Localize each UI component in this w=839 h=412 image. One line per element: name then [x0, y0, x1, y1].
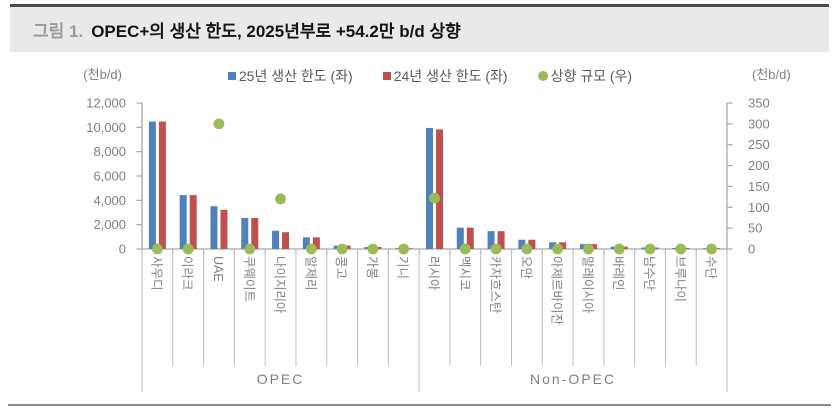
bar-2025-2 — [210, 206, 218, 249]
increase-dot-6 — [336, 243, 348, 255]
figure-title-bar: 그림 1. OPEC+의 생산 한도, 2025년부로 +54.2만 b/d 상… — [10, 4, 829, 52]
increase-dot-2 — [213, 118, 225, 130]
right-axis-tick-label: 250 — [748, 137, 770, 152]
legend-item-2: 상향 규모 (우) — [537, 66, 633, 86]
bar-2025-0 — [148, 121, 156, 249]
category-label-7: 가봉 — [365, 256, 379, 279]
increase-dot-15 — [613, 243, 625, 255]
right-axis-tick-label: 150 — [748, 179, 770, 194]
right-axis-tick-label: 300 — [748, 116, 770, 131]
figure-bottom-rule — [8, 404, 831, 406]
increase-dot-9 — [429, 192, 440, 204]
category-label-11: 카자흐스탄 — [488, 256, 502, 314]
bar-2025-1 — [179, 195, 187, 249]
bar-2025-3 — [241, 217, 249, 249]
bar-2024-0 — [158, 121, 166, 249]
bar-2024-1 — [189, 195, 197, 249]
category-label-8: 기니 — [396, 256, 410, 279]
increase-dot-3 — [244, 243, 256, 255]
bar-2025-12 — [518, 239, 526, 249]
bar-2025-14 — [579, 244, 587, 249]
increase-dot-8 — [398, 243, 410, 255]
legend-item-0: 25년 생산 한도 (좌) — [227, 66, 353, 86]
left-axis-tick-label: 4,000 — [93, 193, 126, 208]
bar-2024-11 — [497, 231, 505, 249]
category-label-17: 브루나이 — [673, 256, 687, 302]
left-axis-tick-label: 0 — [119, 242, 126, 257]
legend-label: 25년 생산 한도 (좌) — [238, 68, 353, 84]
increase-dot-12 — [521, 243, 533, 255]
bar-2024-10 — [466, 227, 474, 249]
category-label-5: 알제리 — [303, 256, 317, 291]
increase-dot-10 — [459, 243, 471, 255]
bar-2025-5 — [302, 237, 310, 249]
increase-dot-18 — [706, 243, 718, 255]
category-label-13: 아제르바이잔 — [550, 256, 564, 326]
right-axis-tick-label: 350 — [748, 96, 770, 111]
left-axis-tick-label: 10,000 — [86, 120, 126, 135]
bar-2024-4 — [282, 232, 290, 249]
left-axis-tick-label: 12,000 — [86, 96, 126, 111]
bar-2025-4 — [272, 230, 280, 249]
increase-dot-17 — [675, 243, 687, 255]
increase-dot-4 — [275, 193, 286, 205]
bar-2024-9 — [436, 129, 443, 249]
bar-2025-13 — [549, 242, 557, 249]
category-label-12: 오만 — [519, 256, 533, 280]
legend-item-1: 24년 생산 한도 (좌) — [382, 66, 508, 86]
left-axis-unit-label: (천b/d) — [83, 67, 122, 82]
increase-dot-11 — [490, 243, 502, 255]
right-axis-tick-label: 100 — [748, 200, 770, 215]
increase-dot-7 — [367, 243, 379, 255]
legend-square-marker — [227, 72, 236, 80]
category-label-18: 수단 — [704, 256, 718, 280]
left-axis-tick-label: 6,000 — [93, 169, 126, 184]
right-axis-tick-label: 0 — [748, 242, 755, 257]
increase-dot-16 — [644, 243, 656, 255]
category-label-2: UAE — [211, 256, 225, 282]
chart-legend: 25년 생산 한도 (좌) 24년 생산 한도 (좌) 상향 규모 (우) — [130, 66, 730, 86]
category-label-6: 콩고 — [334, 256, 348, 279]
left-axis-tick-label: 2,000 — [93, 217, 126, 232]
bar-2025-10 — [456, 227, 464, 249]
right-axis-tick-label: 200 — [748, 158, 770, 173]
increase-dot-1 — [182, 243, 194, 255]
category-label-10: 멕시코 — [457, 256, 471, 291]
figure-title: OPEC+의 생산 한도, 2025년부로 +54.2만 b/d 상향 — [91, 22, 461, 41]
bar-2024-2 — [220, 209, 228, 249]
legend-label: 상향 규모 (우) — [550, 68, 633, 84]
group-label-0: OPEC — [257, 371, 305, 387]
bar-2024-14 — [589, 244, 597, 249]
figure-number-label: 그림 1. — [33, 22, 84, 41]
category-label-3: 쿠웨이트 — [242, 256, 256, 302]
legend-label: 24년 생산 한도 (좌) — [393, 68, 508, 84]
category-label-4: 나이지리아 — [273, 256, 287, 314]
bar-2024-5 — [312, 237, 320, 249]
bar-2025-9 — [426, 127, 433, 249]
right-axis-unit-label: (천b/d) — [752, 67, 791, 82]
category-label-9: 러시아 — [427, 256, 441, 291]
legend-circle-marker — [537, 71, 548, 81]
bar-2024-3 — [251, 217, 259, 249]
increase-dot-14 — [583, 243, 594, 255]
category-label-15: 바레인 — [611, 256, 625, 291]
bar-2024-13 — [559, 242, 567, 249]
increase-dot-13 — [552, 243, 564, 255]
legend-square-marker — [382, 72, 391, 80]
category-label-14: 말레이시아 — [580, 256, 594, 314]
bar-2024-12 — [528, 239, 536, 249]
group-label-1: Non-OPEC — [530, 371, 616, 387]
category-label-16: 남수단 — [642, 256, 656, 291]
category-label-0: 사우디 — [149, 256, 163, 291]
left-axis-tick-label: 8,000 — [93, 144, 126, 159]
right-axis-tick-label: 50 — [748, 221, 762, 236]
bar-2025-11 — [487, 231, 495, 249]
increase-dot-0 — [151, 243, 163, 255]
category-label-1: 이라크 — [180, 256, 194, 291]
increase-dot-5 — [305, 243, 317, 255]
